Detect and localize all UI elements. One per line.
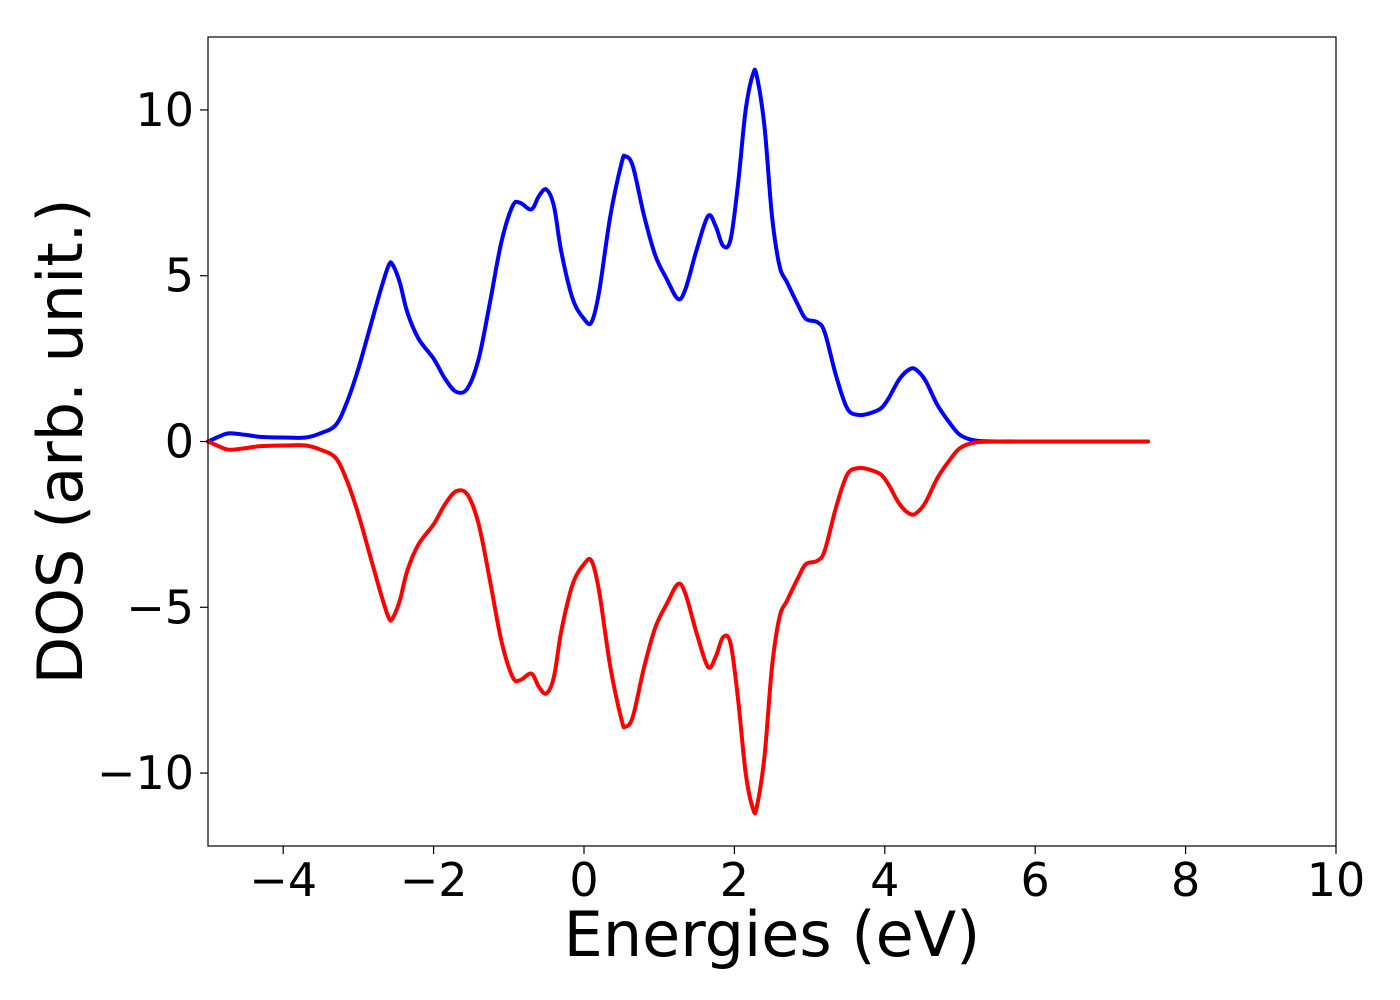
series-line-1 — [206, 67, 1150, 444]
series-line-2 — [206, 439, 1150, 816]
x-tick-label: −4 — [249, 853, 317, 907]
x-tick-label: 0 — [569, 853, 598, 907]
x-tick-label: 4 — [870, 853, 899, 907]
x-tick-label: 2 — [720, 853, 749, 907]
series-layer — [206, 67, 1150, 816]
x-tick-label: −2 — [400, 853, 468, 907]
y-tick-label: 10 — [135, 83, 194, 137]
y-tick-label: −5 — [126, 580, 194, 634]
y-axis-ticks: −10 −5 0 5 10 — [97, 83, 208, 800]
y-tick-label: −10 — [97, 746, 194, 800]
x-tick-label: 6 — [1021, 853, 1050, 907]
y-tick-label: 0 — [165, 415, 194, 469]
plot-frame — [207, 36, 1337, 847]
y-axis-label: DOS (arb. unit.) — [24, 198, 97, 684]
x-axis-label: Energies (eV) — [564, 898, 981, 971]
x-tick-label: 8 — [1171, 853, 1200, 907]
y-tick-label: 5 — [165, 249, 194, 303]
x-axis-ticks: −4 −2 0 2 4 6 8 10 — [249, 846, 1365, 907]
x-tick-label: 10 — [1307, 853, 1366, 907]
